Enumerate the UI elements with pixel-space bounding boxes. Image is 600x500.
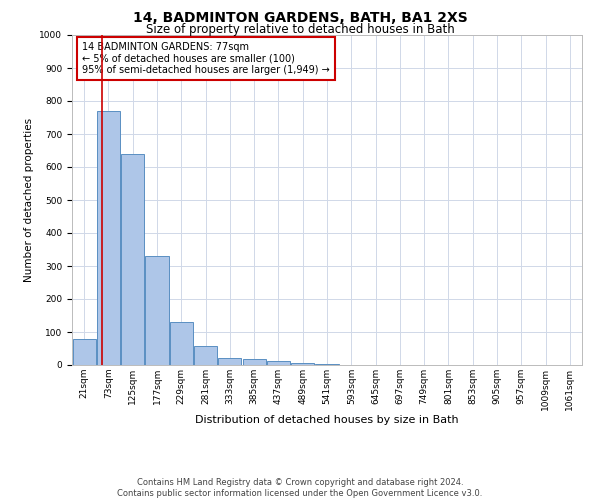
- Text: 14 BADMINTON GARDENS: 77sqm
← 5% of detached houses are smaller (100)
95% of sem: 14 BADMINTON GARDENS: 77sqm ← 5% of deta…: [82, 42, 330, 75]
- X-axis label: Distribution of detached houses by size in Bath: Distribution of detached houses by size …: [195, 416, 459, 426]
- Bar: [97, 111, 120, 365]
- Bar: [316, 364, 338, 365]
- Bar: [73, 338, 95, 365]
- Bar: [291, 362, 314, 365]
- Bar: [218, 358, 241, 365]
- Bar: [121, 154, 144, 365]
- Bar: [194, 346, 217, 365]
- Bar: [242, 359, 266, 365]
- Text: 14, BADMINTON GARDENS, BATH, BA1 2XS: 14, BADMINTON GARDENS, BATH, BA1 2XS: [133, 11, 467, 25]
- Bar: [170, 322, 193, 365]
- Bar: [267, 361, 290, 365]
- Bar: [145, 256, 169, 365]
- Text: Size of property relative to detached houses in Bath: Size of property relative to detached ho…: [146, 22, 454, 36]
- Text: Contains HM Land Registry data © Crown copyright and database right 2024.
Contai: Contains HM Land Registry data © Crown c…: [118, 478, 482, 498]
- Y-axis label: Number of detached properties: Number of detached properties: [24, 118, 34, 282]
